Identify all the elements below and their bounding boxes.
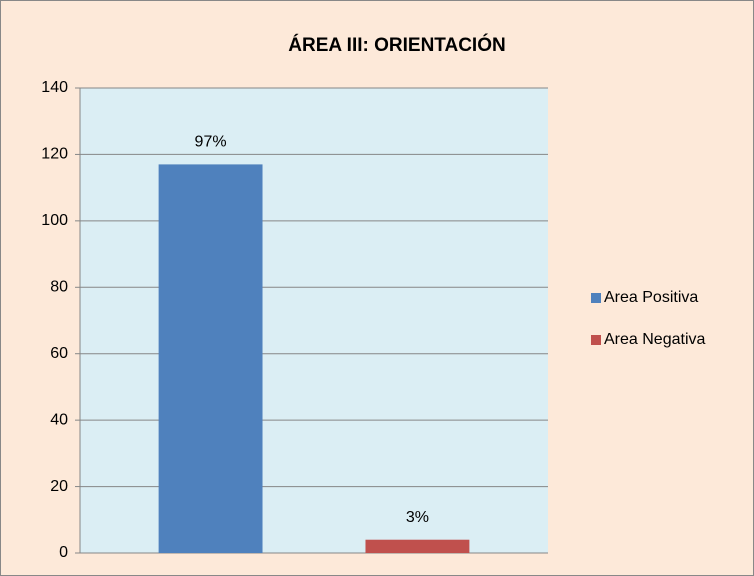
y-tick-label: 140	[41, 79, 68, 96]
y-tick-label: 20	[50, 478, 68, 495]
bar	[158, 164, 263, 553]
legend-label: Area Positiva	[604, 289, 698, 306]
legend-label: Area Negativa	[604, 331, 705, 348]
legend-swatch	[591, 335, 601, 345]
y-tick-label: 100	[41, 212, 68, 229]
y-tick-label: 80	[50, 279, 68, 296]
bar	[365, 539, 470, 553]
y-tick-label: 120	[41, 146, 68, 163]
y-tick-label: 60	[50, 345, 68, 362]
data-label: 97%	[195, 134, 227, 151]
y-tick-label: 0	[59, 544, 68, 561]
plot-area	[80, 88, 548, 553]
data-label: 3%	[406, 509, 429, 526]
y-tick-label: 40	[50, 411, 68, 428]
legend-swatch	[591, 293, 601, 303]
chart-title: ÁREA III: ORIENTACIÓN	[288, 34, 505, 56]
